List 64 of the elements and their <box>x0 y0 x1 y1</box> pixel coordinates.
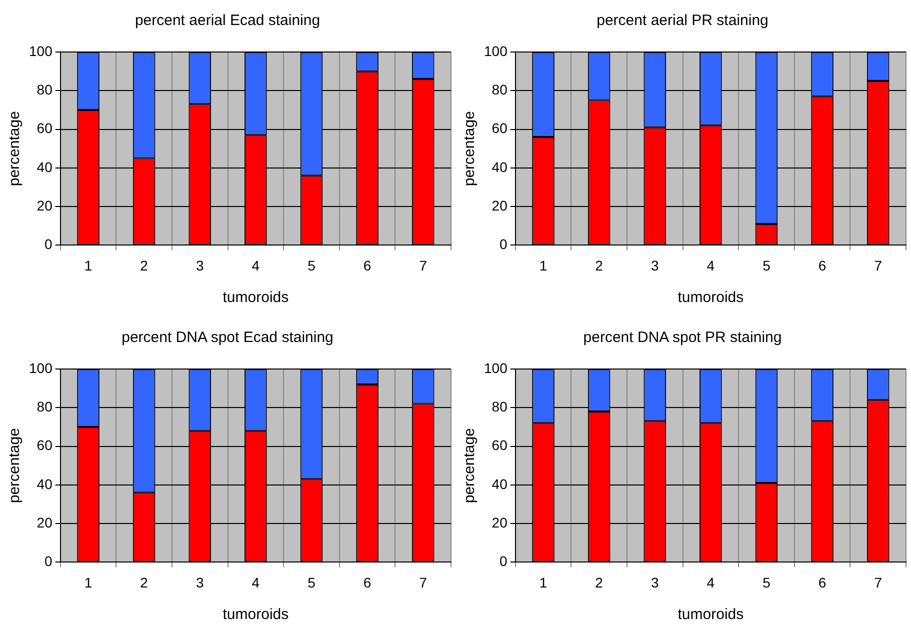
x-tick-label: 2 <box>140 257 148 274</box>
y-tick-label: 20 <box>492 197 508 214</box>
y-tick-label: 80 <box>36 398 53 414</box>
y-axis-title: percentage <box>6 111 24 186</box>
y-axis-title: percentage <box>6 428 24 504</box>
y-tick-label: 40 <box>492 158 508 175</box>
chart-title: percent aerial Ecad staining <box>134 12 320 30</box>
x-tick-label: 1 <box>539 257 548 274</box>
x-tick-label: 6 <box>363 257 372 274</box>
y-tick-label: 40 <box>36 158 53 175</box>
y-tick-label: 80 <box>492 82 508 98</box>
y-axis-title: percentage <box>461 111 478 186</box>
x-tick-label: 7 <box>874 574 882 590</box>
y-tick-label: 60 <box>36 120 53 136</box>
x-tick-label: 3 <box>196 257 204 274</box>
x-tick-label: 7 <box>419 257 428 274</box>
y-tick-label: 60 <box>492 120 508 136</box>
x-tick-label: 1 <box>539 574 548 590</box>
x-tick-label: 7 <box>874 257 882 274</box>
x-axis-title: tumoroids <box>222 289 289 306</box>
x-axis-title: tumoroids <box>678 289 744 306</box>
x-tick-label: 4 <box>706 257 715 274</box>
y-tick-label: 80 <box>36 82 53 98</box>
chart-title: percent DNA spot PR staining <box>583 329 782 346</box>
y-tick-label: 20 <box>36 514 53 530</box>
x-tick-label: 5 <box>308 574 316 590</box>
x-tick-label: 4 <box>252 257 260 274</box>
y-tick-label: 100 <box>29 360 53 376</box>
y-tick-label: 60 <box>492 437 508 454</box>
y-tick-label: 20 <box>492 514 508 530</box>
x-tick-label: 3 <box>196 574 204 590</box>
y-tick-label: 0 <box>44 553 53 570</box>
x-tick-label: 2 <box>595 574 604 590</box>
x-axis-title: tumoroids <box>222 606 289 624</box>
y-tick-label: 100 <box>29 42 53 59</box>
y-tick-label: 0 <box>500 553 508 570</box>
y-tick-label: 40 <box>492 476 508 492</box>
x-tick-label: 5 <box>762 574 771 590</box>
y-tick-label: 20 <box>36 197 53 214</box>
x-tick-label: 5 <box>762 257 771 274</box>
x-tick-label: 5 <box>308 257 316 274</box>
y-tick-label: 60 <box>36 437 53 454</box>
x-tick-label: 2 <box>595 257 604 274</box>
x-tick-label: 4 <box>706 574 715 590</box>
x-tick-label: 7 <box>419 574 428 590</box>
x-tick-label: 4 <box>252 574 260 590</box>
y-tick-label: 100 <box>484 42 508 59</box>
x-tick-label: 6 <box>363 574 372 590</box>
y-tick-label: 0 <box>500 236 508 252</box>
x-tick-label: 6 <box>818 574 826 590</box>
y-tick-label: 0 <box>44 236 53 252</box>
chart-title: percent DNA spot Ecad staining <box>122 329 334 346</box>
x-tick-label: 1 <box>84 257 92 274</box>
chart-title: percent aerial PR staining <box>596 12 768 30</box>
x-tick-label: 2 <box>140 574 148 590</box>
x-axis-title: tumoroids <box>678 606 744 624</box>
x-tick-label: 3 <box>650 574 659 590</box>
y-tick-label: 100 <box>484 360 508 376</box>
x-tick-label: 6 <box>818 257 826 274</box>
x-tick-label: 3 <box>650 257 659 274</box>
y-tick-label: 80 <box>492 398 508 414</box>
y-axis-title: percentage <box>461 428 478 504</box>
y-tick-label: 40 <box>36 476 53 492</box>
x-tick-label: 1 <box>84 574 92 590</box>
